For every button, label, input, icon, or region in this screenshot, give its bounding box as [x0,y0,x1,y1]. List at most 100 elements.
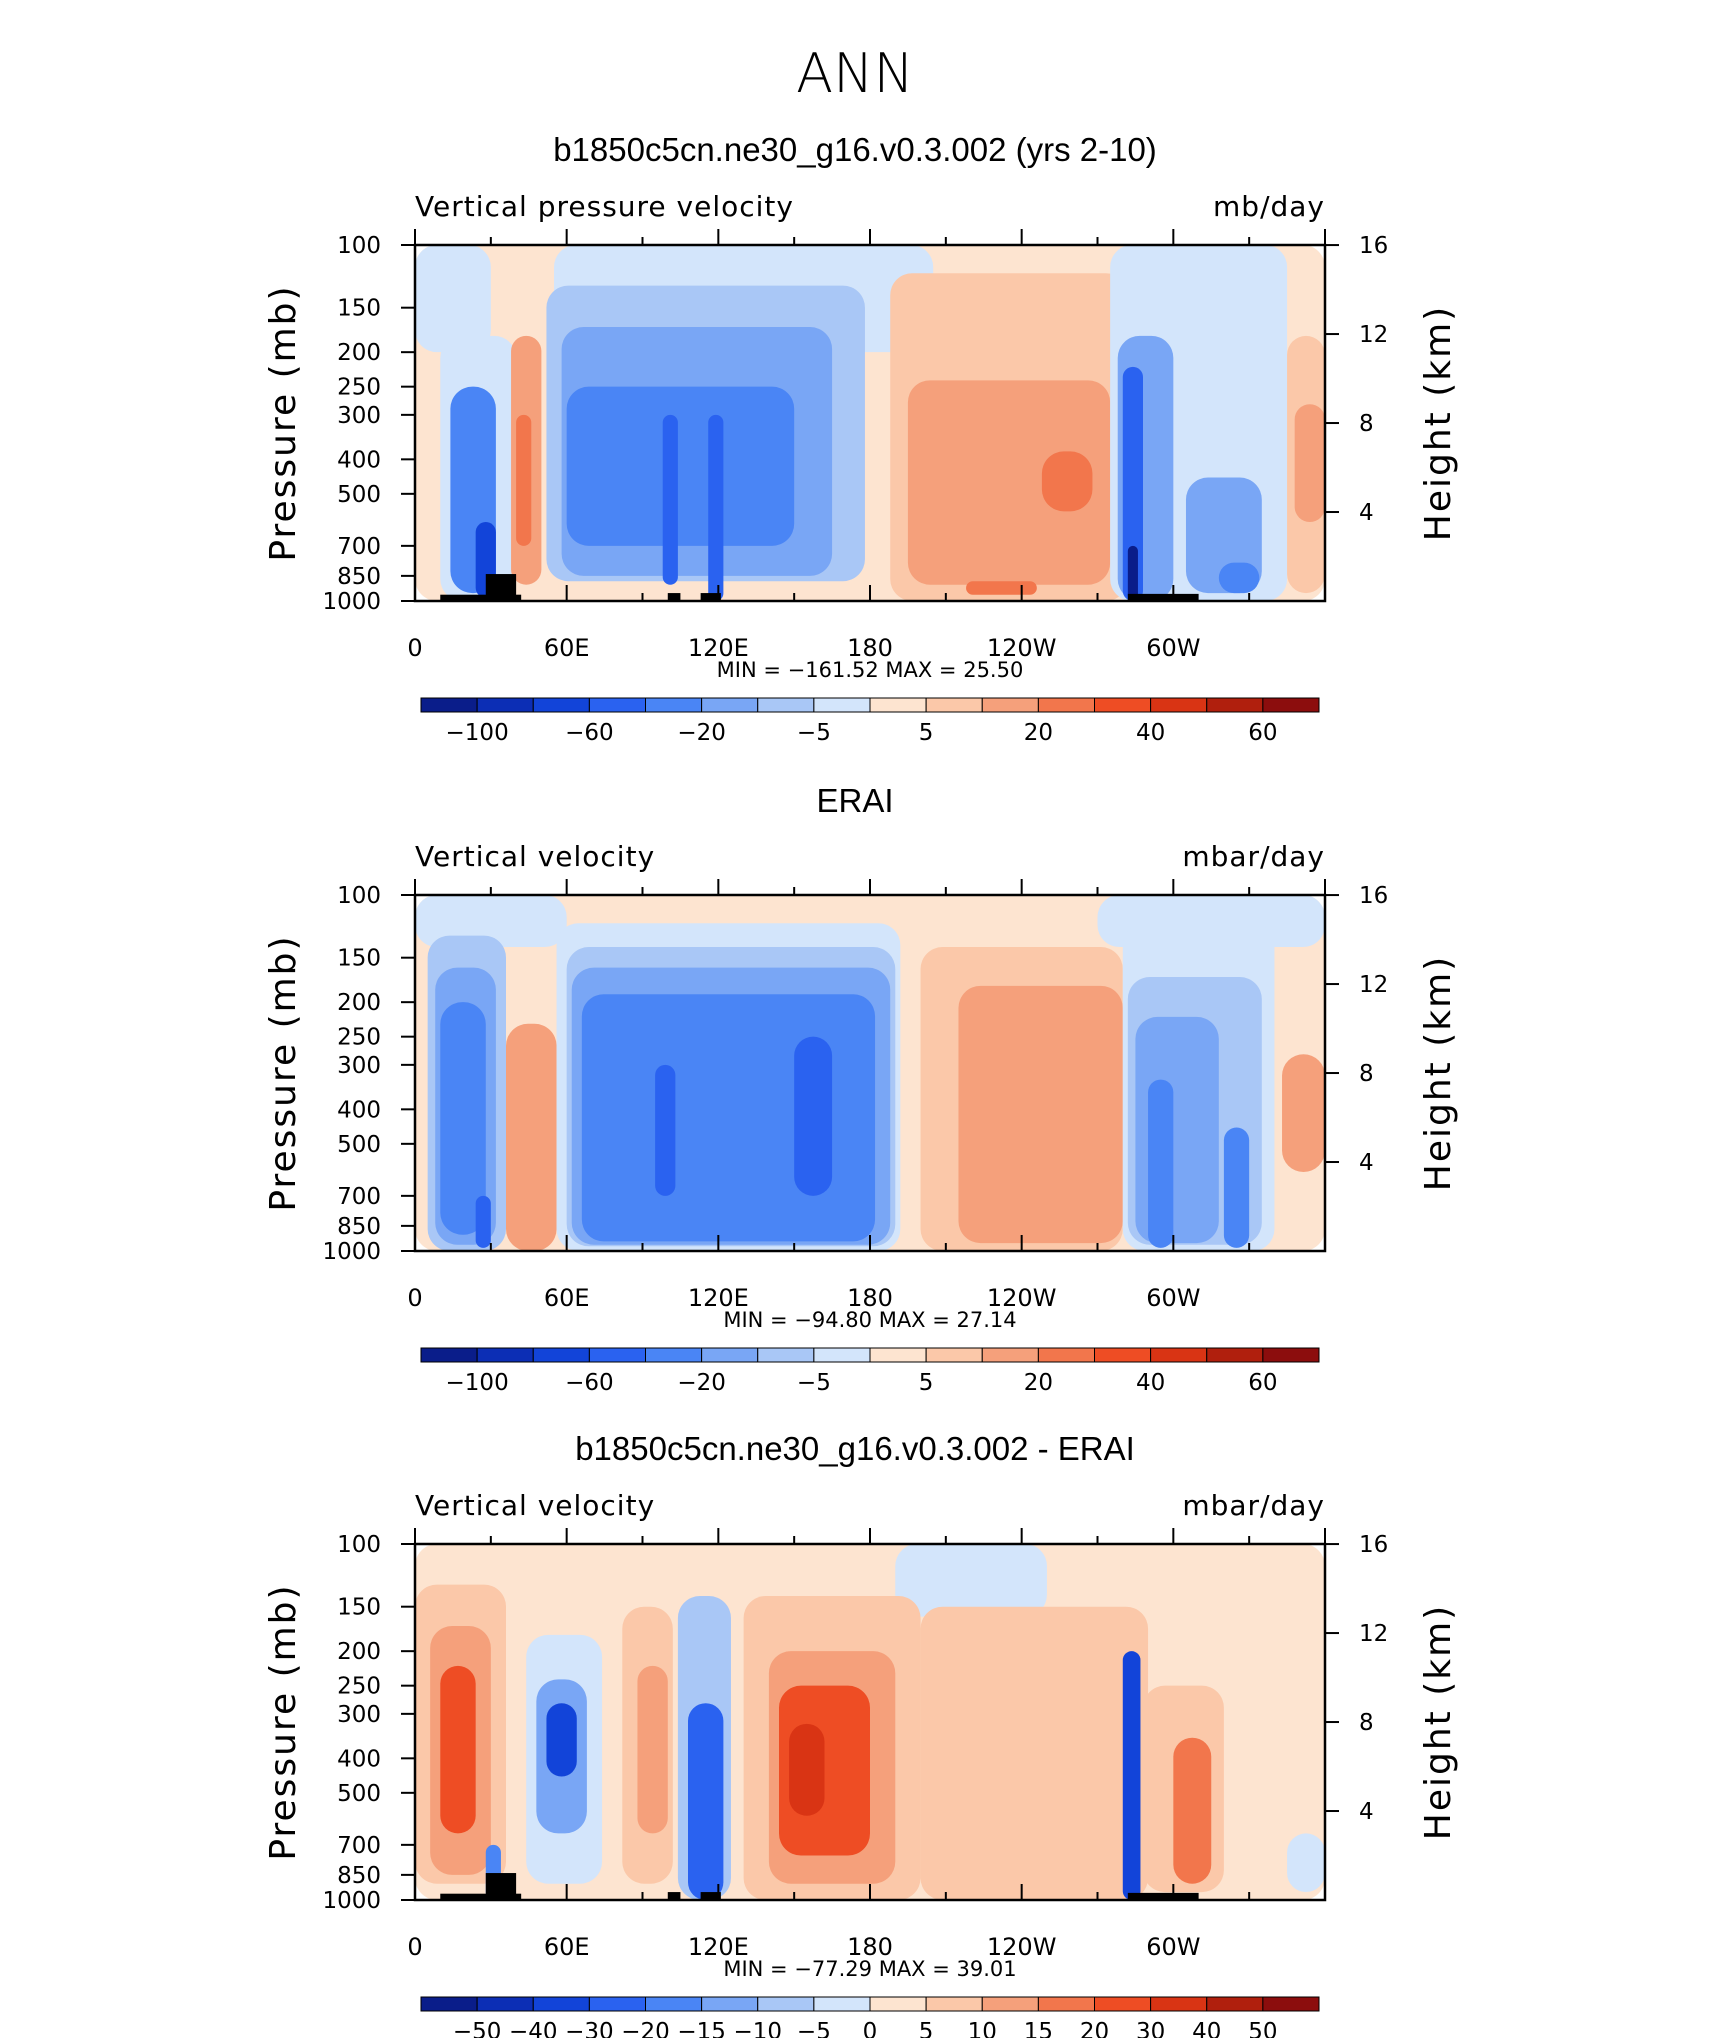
y-tick-label: 300 [337,403,381,429]
y-tick-label: 100 [337,233,381,259]
y-tick-label: 700 [337,1184,381,1210]
y2-tick-label: 16 [1359,233,1388,259]
y-tick-label: 250 [337,1025,381,1051]
y-tick-label: 700 [337,1833,381,1859]
colorbar-label: −30 [565,2019,614,2038]
y-tick-label: 100 [337,883,381,909]
colorbar-label: −60 [565,1370,614,1396]
contour-region [1223,1127,1250,1248]
colorbar-swatch [813,1996,871,2012]
colorbar-swatch [981,1996,1039,2012]
y-axis-title: Pressure (mb) [263,284,304,561]
colorbar-label: −20 [677,1370,726,1396]
x-tick-label: 120W [987,634,1057,662]
x-tick-label: 60W [1146,1933,1200,1961]
y-tick-label: 400 [337,447,381,473]
contour-region [966,581,1037,595]
contour-region [708,414,724,601]
y-tick-label: 1000 [322,589,381,615]
y-tick-label: 850 [337,1863,381,1889]
colorbar-label: −15 [677,2019,726,2038]
colorbar-swatch [532,1996,590,2012]
colorbar-label: 50 [1248,2019,1277,2038]
contour-region [958,985,1123,1244]
y-tick-label: 1000 [322,1888,381,1914]
y-tick-label: 300 [337,1702,381,1728]
x-tick-label: 180 [847,1933,893,1961]
x-tick-label: 0 [407,1933,422,1961]
colorbar-swatch [701,1996,759,2012]
contour-field [415,245,1325,601]
y-tick-label: 200 [337,340,381,366]
x-tick-label: 0 [407,634,422,662]
colorbar-label: −100 [446,1370,509,1396]
y-tick-label: 850 [337,564,381,590]
colorbar-label: 30 [1136,2019,1165,2038]
colorbar-label: −20 [621,2019,670,2038]
y2-tick-label: 12 [1359,1621,1388,1647]
topography-mask [440,594,522,601]
y-tick-label: 300 [337,1053,381,1079]
y2-tick-label: 16 [1359,1532,1388,1558]
x-tick-label: 120E [688,1284,749,1312]
y-tick-label: 200 [337,1639,381,1665]
x-tick-label: 180 [847,634,893,662]
contour-region [1218,562,1260,594]
contour-region [1135,1016,1219,1244]
y2-tick-label: 12 [1359,972,1388,998]
y-axis-title: Pressure (mb) [263,1583,304,1860]
x-tick-label: 0 [407,1284,422,1312]
panel-2-title: ERAI [816,782,894,819]
colorbar-label: 20 [1024,1370,1053,1396]
colorbar-label: 10 [968,2019,997,2038]
y-tick-label: 500 [337,482,381,508]
colorbar-label: −5 [797,1370,831,1396]
units-label: mb/day [1213,190,1325,223]
contour-region [1173,1737,1212,1884]
contour-region [506,1023,557,1251]
y-tick-label: 500 [337,1132,381,1158]
x-tick-label: 120W [987,1933,1057,1961]
y-tick-label: 700 [337,534,381,560]
colorbar-swatch [476,1996,534,2012]
colorbar-swatch [1262,1996,1320,2012]
y2-tick-label: 8 [1359,1061,1374,1087]
colorbar-label: −50 [453,2019,502,2038]
contour-region [1122,1651,1141,1900]
colorbar-label: 40 [1192,2019,1221,2038]
colorbar-label: −60 [565,720,614,746]
colorbar-label: −5 [797,720,831,746]
contour-region [907,380,1111,585]
contour-field [415,895,1325,1251]
colorbar-swatch [420,1996,478,2012]
y-tick-label: 850 [337,1214,381,1240]
y-tick-label: 1000 [322,1239,381,1265]
contour-region [440,1665,476,1834]
y-axis-title: Pressure (mb) [263,934,304,1211]
colorbar-label: 5 [919,720,934,746]
contour-region [1148,1079,1174,1248]
min-max-text: MIN = −94.80 MAX = 27.14 [723,1308,1016,1332]
contour-field [415,1544,1325,1900]
y2-tick-label: 8 [1359,1710,1374,1736]
units-label: mbar/day [1182,1489,1325,1522]
contour-region [655,1064,676,1196]
page-title: ANN [796,42,914,105]
x-tick-label: 60W [1146,1284,1200,1312]
colorbar-swatch [1094,1996,1152,2012]
x-tick-label: 60E [544,1284,590,1312]
colorbar-label: 20 [1080,2019,1109,2038]
colorbar-label: 5 [919,1370,934,1396]
y2-tick-label: 4 [1359,1799,1374,1825]
topography-mask [1127,593,1199,601]
contour-region [1294,404,1325,523]
colorbar-swatch [869,1996,927,2012]
colorbar-label: −100 [446,720,509,746]
colorbar-label: 20 [1024,720,1053,746]
y-tick-label: 200 [337,990,381,1016]
y-tick-label: 150 [337,1595,381,1621]
y-tick-label: 250 [337,375,381,401]
colorbar-label: 5 [919,2019,934,2038]
panel-2-chart: Vertical velocity mbar/day 0 60E 120E 180 120W… [263,840,1459,1396]
plot-left-label: Vertical velocity [415,1489,655,1522]
